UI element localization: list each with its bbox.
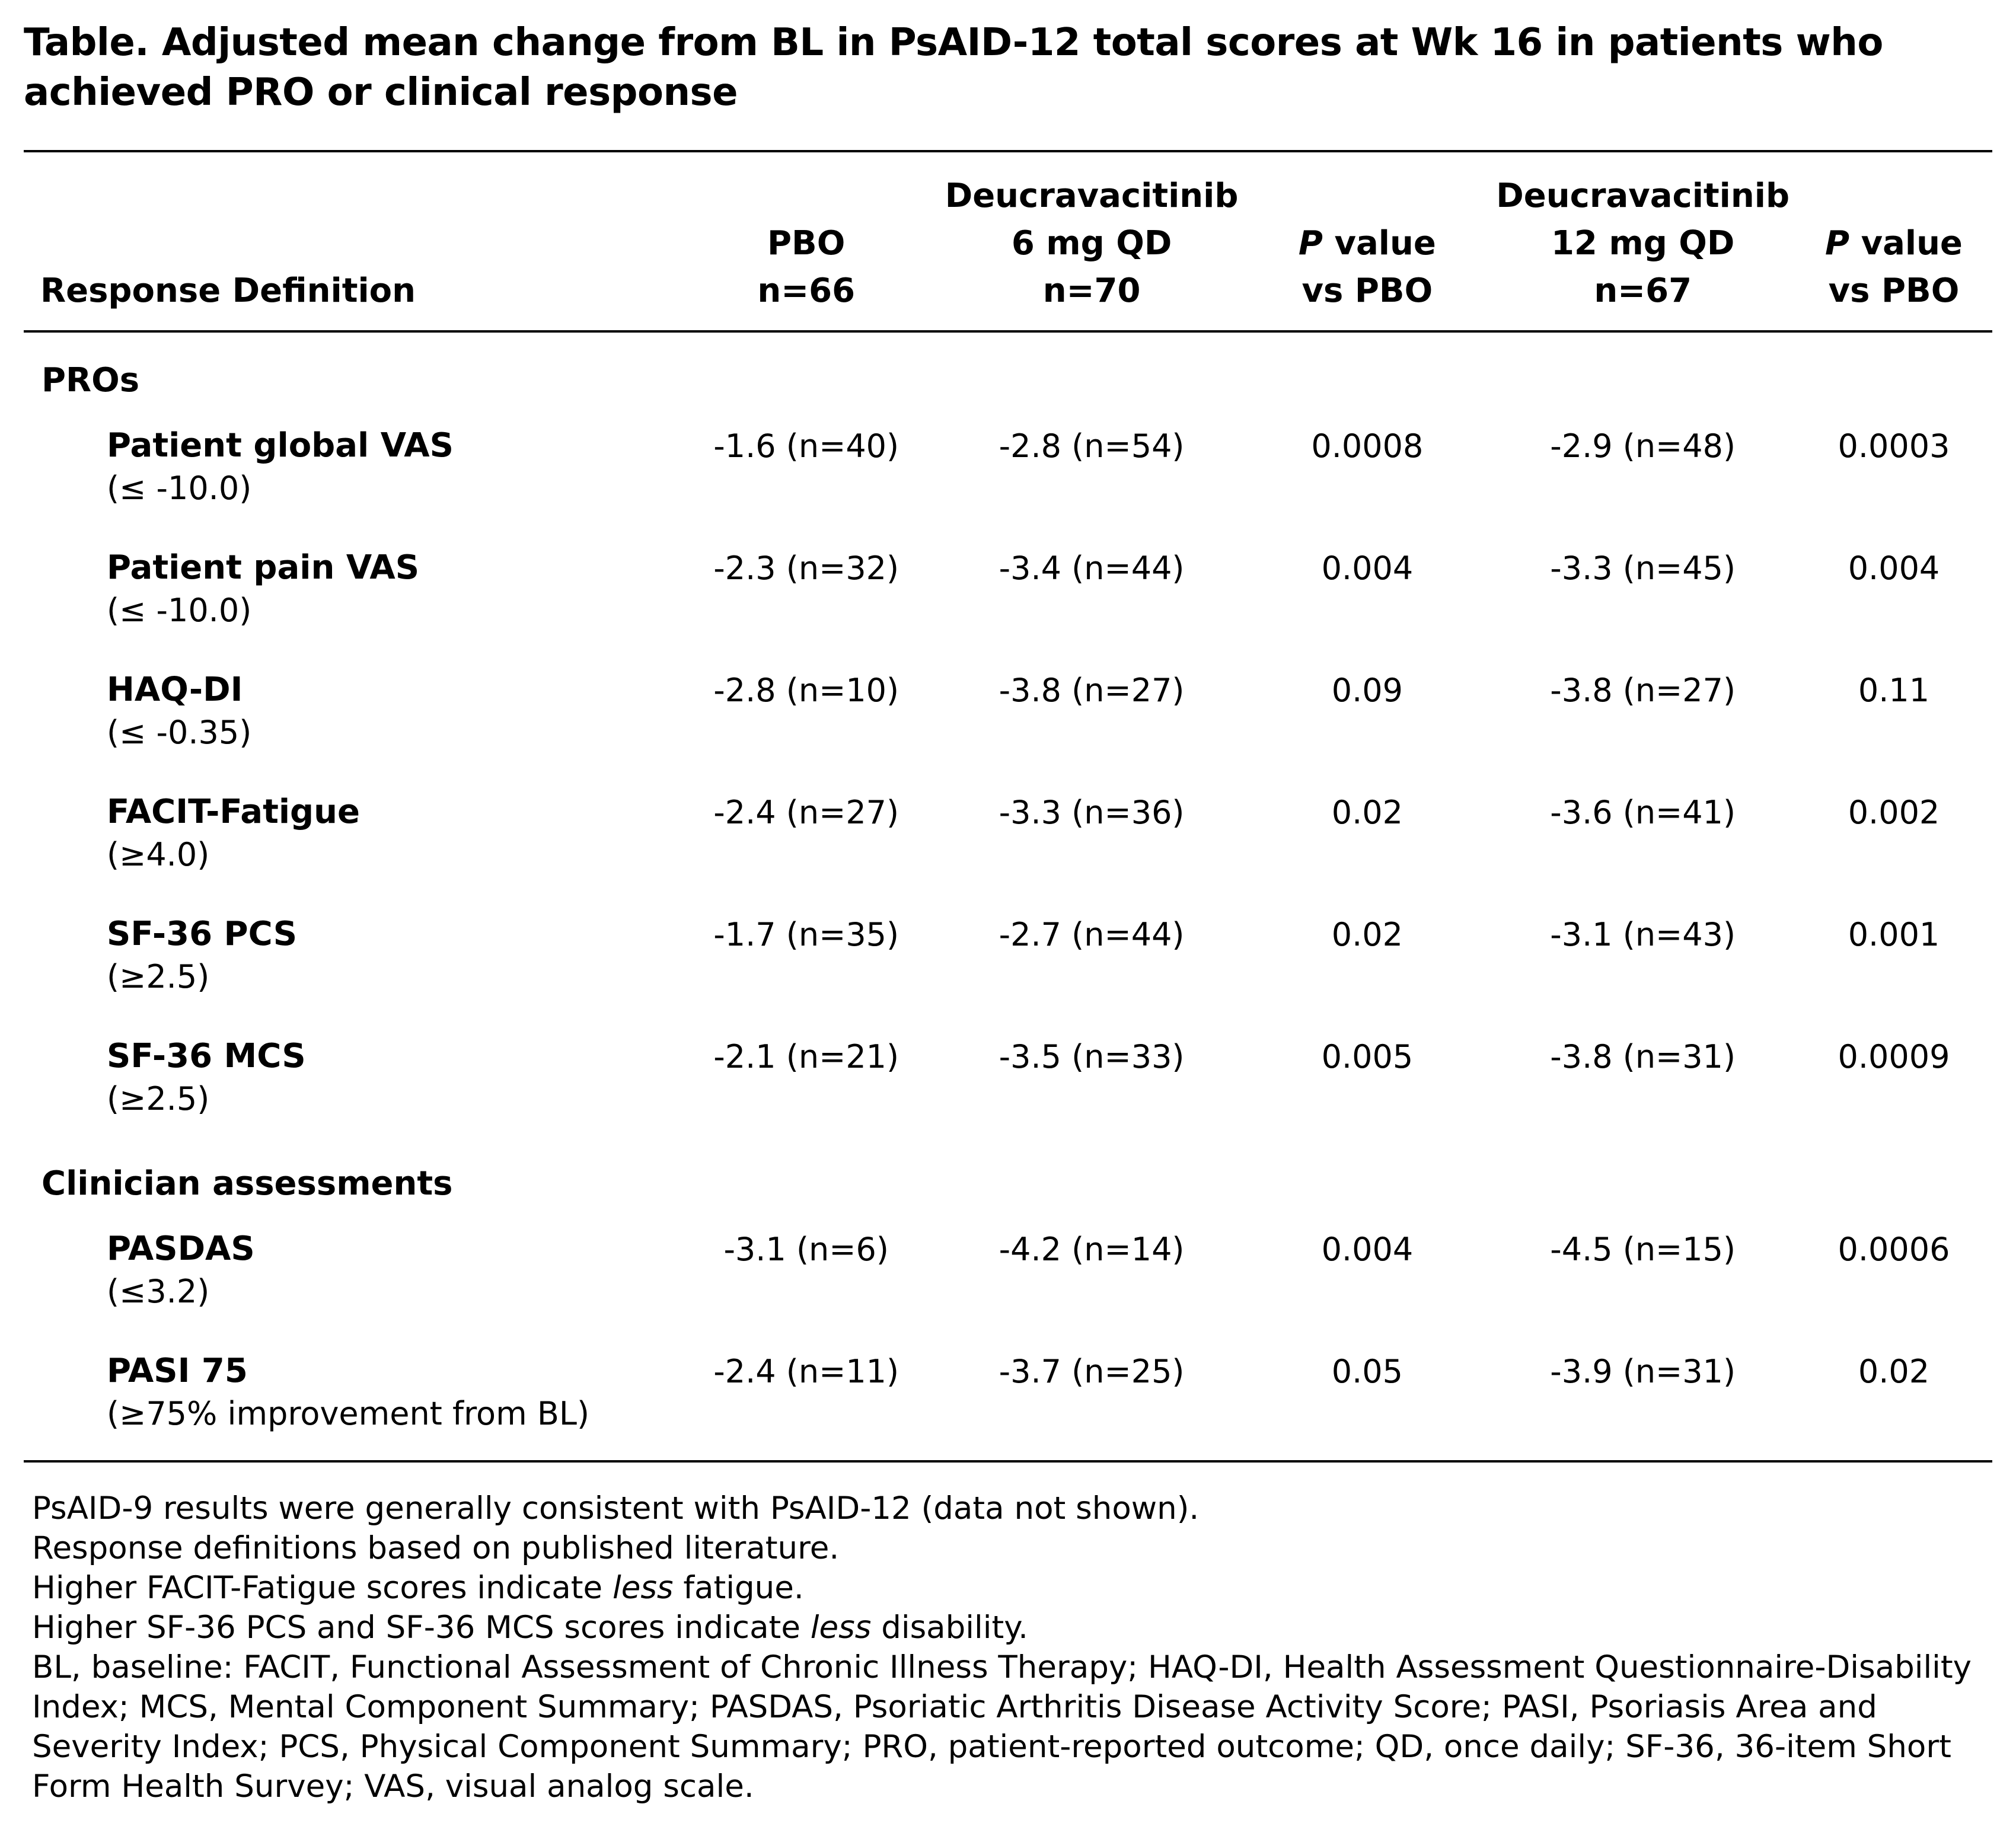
response-name: Patient pain VAS	[107, 548, 420, 587]
value-cell: 0.02	[1331, 793, 1403, 831]
value-cell: 0.004	[1321, 549, 1414, 587]
value-cell: 0.02	[1331, 915, 1403, 953]
value-cell: -3.7 (n=25)	[999, 1352, 1185, 1390]
value-cell: -3.1 (n=43)	[1550, 915, 1736, 953]
response-criterion: (≤ -10.0)	[107, 591, 252, 629]
response-criterion: (≤ -0.35)	[107, 713, 252, 751]
response-definition-cell: Patient pain VAS (≤ -10.0)	[24, 525, 674, 647]
response-criterion: (≥2.5)	[107, 1080, 210, 1117]
value-cell: 0.09	[1331, 671, 1403, 709]
value-cell: -2.4 (n=11)	[713, 1352, 899, 1390]
value-cell: -2.1 (n=21)	[713, 1037, 899, 1075]
value-cell: -2.8 (n=10)	[713, 671, 899, 709]
table-section-row: PROs	[24, 331, 1992, 403]
value-cell: 0.05	[1331, 1352, 1403, 1390]
footnote-line: Higher FACIT-Fatigue scores indicate les…	[32, 1569, 804, 1606]
divider-bottom	[24, 1460, 1992, 1463]
response-definition-cell: PASDAS (≤3.2)	[24, 1206, 674, 1329]
response-name: FACIT-Fatigue	[107, 792, 360, 831]
response-definition-cell: SF-36 MCS (≥2.5)	[24, 1014, 674, 1136]
value-cell: -4.5 (n=15)	[1550, 1230, 1736, 1268]
value-cell: -3.9 (n=31)	[1550, 1352, 1736, 1390]
footnote-line: Response definitions based on published …	[32, 1530, 840, 1566]
value-cell: -3.5 (n=33)	[999, 1037, 1185, 1075]
table-row: HAQ-DI (≤ -0.35) -2.8 (n=10) -3.8 (n=27) 0.0…	[24, 647, 1992, 769]
response-criterion: (≤3.2)	[107, 1272, 210, 1310]
column-header-deucravacitinib-6mg: Deucravacitinib 6 mg QD n=70	[939, 152, 1245, 333]
column-header-deucravacitinib-12mg: Deucravacitinib 12 mg QD n=67	[1490, 152, 1795, 333]
divider-top	[24, 149, 1992, 152]
value-cell: 0.0008	[1311, 427, 1424, 465]
footnotes: PsAID-9 results were generally consisten…	[24, 1489, 1992, 1806]
value-cell: 0.11	[1858, 671, 1930, 709]
value-cell: -3.6 (n=41)	[1550, 793, 1736, 831]
value-cell: -3.3 (n=45)	[1550, 549, 1736, 587]
response-criterion: (≥4.0)	[107, 835, 210, 873]
table-row: Patient pain VAS (≤ -10.0) -2.3 (n=32) -3.4…	[24, 525, 1992, 647]
column-header-pvalue-12mg: P value vs PBO	[1795, 152, 1992, 333]
value-cell: -3.3 (n=36)	[999, 793, 1185, 831]
value-cell: 0.005	[1321, 1037, 1414, 1075]
section-header: PROs	[42, 360, 140, 400]
results-table: Response Definition PBO n=66 Deucravacit…	[24, 152, 1992, 1451]
value-cell: -2.4 (n=27)	[713, 793, 899, 831]
response-name: SF-36 MCS	[107, 1036, 306, 1075]
column-header-pbo: PBO n=66	[673, 152, 939, 333]
response-name: SF-36 PCS	[107, 914, 298, 953]
response-criterion: (≤ -10.0)	[107, 469, 252, 507]
footnote-line: Higher SF-36 PCS and SF-36 MCS scores in…	[32, 1609, 1028, 1646]
value-cell: 0.002	[1848, 793, 1940, 831]
table-section-row: Clinician assessments	[24, 1136, 1992, 1206]
value-cell: 0.001	[1848, 915, 1940, 953]
value-cell: -3.8 (n=27)	[1550, 671, 1736, 709]
response-definition-cell: FACIT-Fatigue (≥4.0)	[24, 769, 674, 892]
table-body: PROs Patient global VAS (≤ -10.0) -1.6 (n=4…	[24, 331, 1992, 1451]
response-definition-cell: PASI 75 (≥75% improvement from BL)	[24, 1329, 674, 1451]
table-row: Patient global VAS (≤ -10.0) -1.6 (n=40) -2…	[24, 403, 1992, 525]
value-cell: -3.8 (n=27)	[999, 671, 1185, 709]
response-name: Patient global VAS	[107, 426, 454, 465]
value-cell: -2.3 (n=32)	[713, 549, 899, 587]
response-name: HAQ-DI	[107, 670, 243, 709]
value-cell: -2.7 (n=44)	[999, 915, 1185, 953]
value-cell: -4.2 (n=14)	[999, 1230, 1185, 1268]
response-name: PASDAS	[107, 1229, 255, 1268]
response-criterion: (≥75% improvement from BL)	[107, 1394, 590, 1432]
footnote-line: BL, baseline: FACIT, Functional Assessme…	[32, 1649, 1972, 1805]
table-header: Response Definition PBO n=66 Deucravacit…	[24, 152, 1992, 333]
table-row: SF-36 PCS (≥2.5) -1.7 (n=35) -2.7 (n=44) 0.0…	[24, 892, 1992, 1014]
value-cell: -1.7 (n=35)	[713, 915, 899, 953]
value-cell: -3.1 (n=6)	[723, 1230, 889, 1268]
value-cell: 0.004	[1321, 1230, 1414, 1268]
table-row: PASDAS (≤3.2) -3.1 (n=6) -4.2 (n=14) 0.004 -4…	[24, 1206, 1992, 1329]
value-cell: 0.0009	[1838, 1037, 1950, 1075]
value-cell: 0.0006	[1838, 1230, 1950, 1268]
table-row: SF-36 MCS (≥2.5) -2.1 (n=21) -3.5 (n=33) 0.0…	[24, 1014, 1992, 1136]
column-header-pvalue-6mg: P value vs PBO	[1244, 152, 1491, 333]
value-cell: 0.0003	[1838, 427, 1950, 465]
value-cell: 0.004	[1848, 549, 1940, 587]
footnote-line: PsAID-9 results were generally consisten…	[32, 1490, 1200, 1527]
response-criterion: (≥2.5)	[107, 957, 210, 995]
response-definition-cell: SF-36 PCS (≥2.5)	[24, 892, 674, 1014]
value-cell: -3.8 (n=31)	[1550, 1037, 1736, 1075]
value-cell: -2.9 (n=48)	[1550, 427, 1736, 465]
value-cell: 0.02	[1858, 1352, 1930, 1390]
page-title: Table. Adjusted mean change from BL in P…	[24, 21, 1883, 115]
value-cell: -3.4 (n=44)	[999, 549, 1185, 587]
response-name: PASI 75	[107, 1351, 248, 1390]
table-row: FACIT-Fatigue (≥4.0) -2.4 (n=27) -3.3 (n=36…	[24, 769, 1992, 892]
table-row: PASI 75 (≥75% improvement from BL) -2.4 (n…	[24, 1329, 1992, 1451]
response-definition-cell: HAQ-DI (≤ -0.35)	[24, 647, 674, 769]
value-cell: -1.6 (n=40)	[713, 427, 899, 465]
column-header-response-definition: Response Definition	[24, 152, 674, 333]
value-cell: -2.8 (n=54)	[999, 427, 1185, 465]
response-definition-cell: Patient global VAS (≤ -10.0)	[24, 403, 674, 525]
section-header: Clinician assessments	[42, 1164, 453, 1203]
